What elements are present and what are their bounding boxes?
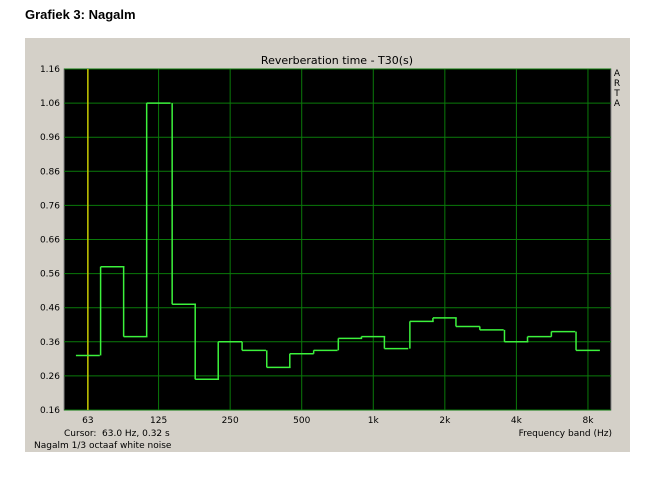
x-tick-label: 8k — [582, 416, 594, 426]
x-tick-label: 2k — [439, 416, 451, 426]
page-heading: Grafiek 3: Nagalm — [25, 7, 136, 22]
y-tick-label: 1.06 — [40, 99, 60, 109]
y-tick-label: 0.76 — [40, 201, 60, 211]
cursor-text: 63.0 Hz, 0.32 s — [102, 429, 170, 439]
y-tick-label: 1.16 — [40, 65, 60, 75]
x-tick-label: 63 — [82, 416, 93, 426]
y-tick-label: 0.96 — [40, 133, 60, 143]
y-tick-label: 0.46 — [40, 304, 60, 314]
x-tick-label: 1k — [368, 416, 380, 426]
x-tick-label: 125 — [150, 416, 167, 426]
x-axis-label: Frequency band (Hz) — [519, 429, 612, 439]
y-tick-label: 0.36 — [40, 338, 60, 348]
x-tick-label: 4k — [511, 416, 523, 426]
footnote: Nagalm 1/3 octaaf white noise — [34, 441, 172, 451]
y-tick-label: 0.66 — [40, 236, 60, 246]
chart-title: Reverberation time - T30(s) — [261, 54, 413, 67]
x-tick-label: 500 — [293, 416, 310, 426]
y-tick-label: 0.16 — [40, 406, 60, 416]
x-tick-label: 250 — [222, 416, 239, 426]
y-tick-label: 0.26 — [40, 372, 60, 382]
y-tick-label: 0.56 — [40, 270, 60, 280]
cursor-label: Cursor: — [64, 429, 96, 439]
y-tick-label: 0.86 — [40, 167, 60, 177]
